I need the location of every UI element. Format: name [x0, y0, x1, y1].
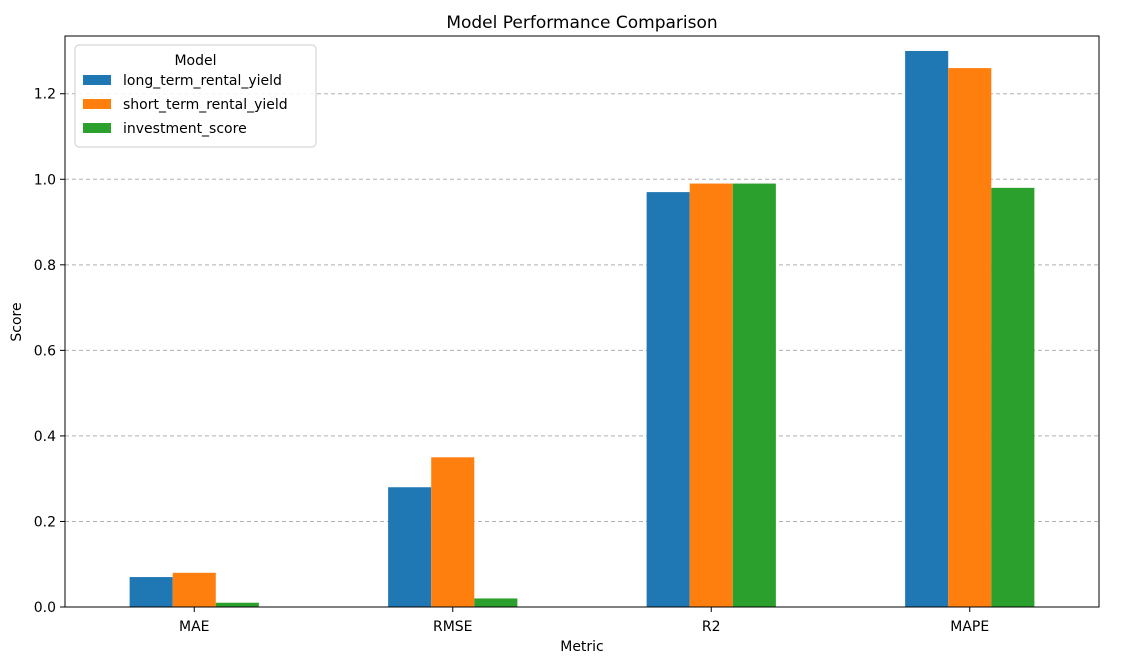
bar-investment_score-RMSE: [474, 598, 518, 607]
chart-title: Model Performance Comparison: [446, 13, 717, 33]
y-tick-label: 0.0: [34, 600, 56, 616]
legend-swatch-long_term_rental_yield: [83, 75, 111, 85]
legend-title: Model: [174, 53, 216, 69]
x-tick-label: MAE: [179, 619, 210, 635]
bar-investment_score-R2: [732, 183, 776, 607]
y-tick-label: 0.6: [34, 343, 56, 359]
bar-short_term_rental_yield-R2: [689, 183, 733, 607]
x-axis-label: Metric: [560, 639, 604, 655]
legend-label: short_term_rental_yield: [123, 97, 288, 113]
bar-short_term_rental_yield-MAPE: [948, 68, 992, 607]
bar-long_term_rental_yield-MAE: [129, 577, 173, 607]
bar-investment_score-MAPE: [991, 187, 1035, 607]
plot-frame: [64, 35, 1100, 608]
y-tick-label: 0.4: [34, 429, 56, 445]
legend: Model long_term_rental_yield short_term_re…: [74, 44, 317, 148]
bar-long_term_rental_yield-RMSE: [388, 487, 432, 607]
bar-short_term_rental_yield-MAE: [172, 572, 216, 607]
y-tick-label: 1.2: [34, 87, 56, 103]
bar-investment_score-MAE: [215, 602, 259, 607]
legend-label: long_term_rental_yield: [123, 73, 282, 89]
x-tick-label: MAPE: [950, 619, 989, 635]
y-axis-label: Score: [9, 302, 25, 341]
y-tick-label: 0.2: [34, 514, 56, 530]
y-tick-label: 1.0: [34, 172, 56, 188]
legend-label: investment_score: [123, 121, 247, 137]
legend-swatch-investment_score: [83, 123, 111, 133]
bar-short_term_rental_yield-RMSE: [431, 457, 475, 607]
x-ticks: MAE RMSE R2 MAPE: [179, 607, 989, 635]
legend-box: [74, 44, 317, 148]
legend-swatch-short_term_rental_yield: [83, 99, 111, 109]
x-tick-label: R2: [702, 619, 721, 635]
bar-long_term_rental_yield-R2: [646, 192, 690, 608]
x-tick-label: RMSE: [433, 619, 473, 635]
bar-long_term_rental_yield-MAPE: [905, 50, 949, 608]
y-ticks: 0.0 0.2 0.4 0.6 0.8 1.0 1.2: [34, 87, 65, 616]
y-tick-label: 0.8: [34, 258, 56, 274]
bars: [129, 50, 1035, 608]
